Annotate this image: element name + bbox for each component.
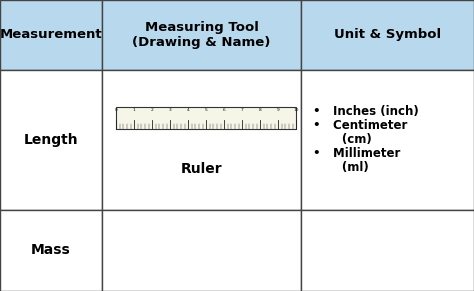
Text: 6: 6 xyxy=(223,108,226,112)
Text: Measuring Tool
(Drawing & Name): Measuring Tool (Drawing & Name) xyxy=(132,21,271,49)
Text: 0: 0 xyxy=(115,108,118,112)
Text: 2: 2 xyxy=(151,108,154,112)
Text: •   Inches (inch): • Inches (inch) xyxy=(313,105,419,118)
Text: Ruler: Ruler xyxy=(181,162,222,176)
Text: Measurement: Measurement xyxy=(0,29,102,41)
Bar xyxy=(301,210,474,291)
Text: 3: 3 xyxy=(169,108,172,112)
Text: 4: 4 xyxy=(187,108,190,112)
Text: 1: 1 xyxy=(133,108,136,112)
Bar xyxy=(0,210,102,291)
Text: Length: Length xyxy=(24,133,78,147)
Bar xyxy=(116,107,296,129)
Bar xyxy=(0,0,102,70)
Text: •   Centimeter: • Centimeter xyxy=(313,119,407,132)
Bar xyxy=(301,70,474,210)
Bar xyxy=(102,70,301,210)
Text: Unit & Symbol: Unit & Symbol xyxy=(334,29,441,41)
Text: (cm): (cm) xyxy=(313,133,372,146)
Text: 10: 10 xyxy=(293,108,299,112)
Text: Mass: Mass xyxy=(31,243,71,257)
Text: •   Millimeter: • Millimeter xyxy=(313,147,400,160)
Text: (ml): (ml) xyxy=(313,161,369,174)
Text: 7: 7 xyxy=(241,108,244,112)
Bar xyxy=(0,70,102,210)
Text: 8: 8 xyxy=(259,108,262,112)
Bar xyxy=(102,0,301,70)
Bar xyxy=(102,210,301,291)
Text: 9: 9 xyxy=(277,108,280,112)
Text: 5: 5 xyxy=(205,108,208,112)
Bar xyxy=(301,0,474,70)
